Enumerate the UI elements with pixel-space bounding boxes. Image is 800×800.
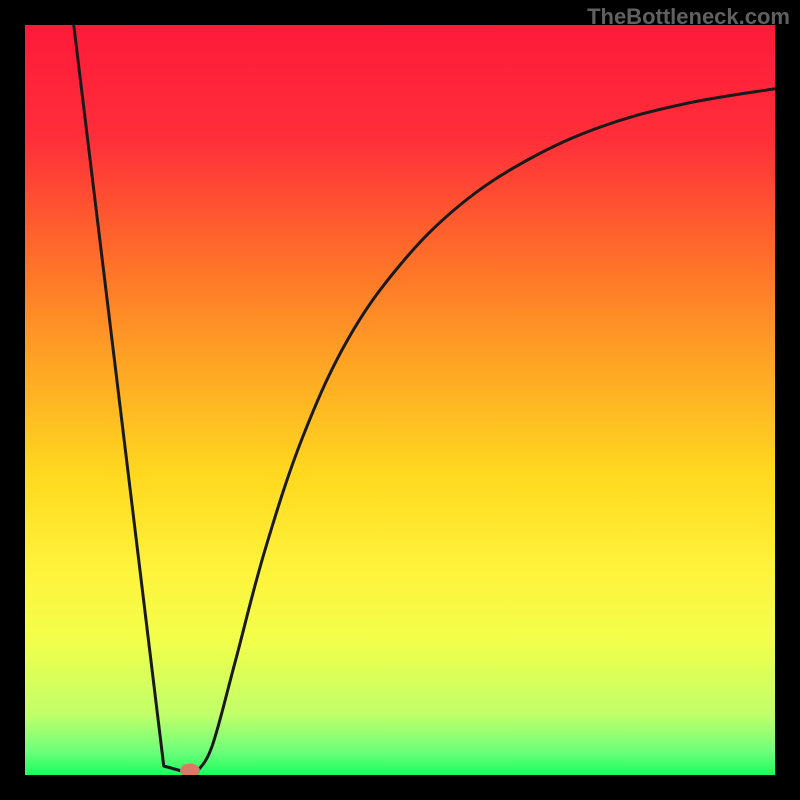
plot-area: [25, 25, 775, 775]
curve-path: [74, 25, 775, 771]
bottleneck-curve: [25, 25, 775, 775]
watermark-text: TheBottleneck.com: [587, 4, 790, 30]
chart-container: TheBottleneck.com: [0, 0, 800, 800]
optimal-marker: [180, 764, 200, 776]
